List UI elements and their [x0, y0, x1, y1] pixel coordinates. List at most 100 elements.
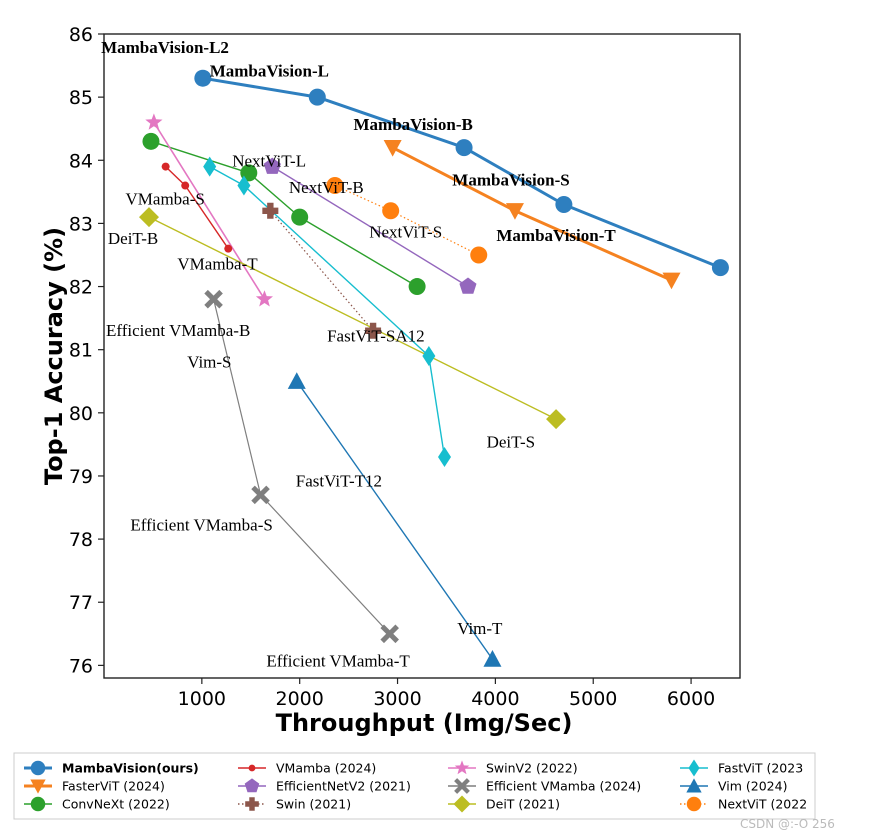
annotation-efficient-vmamba-b: Efficient VMamba-B [106, 321, 250, 340]
annotation-deit-b: DeiT-B [108, 229, 158, 248]
data-point-mambavision-ours [555, 195, 573, 213]
annotation-efficient-vmamba-s: Efficient VMamba-S [130, 515, 272, 534]
annotation-nextvit-b: NextViT-B [289, 178, 364, 197]
legend-marker-convnext-2022 [30, 796, 46, 812]
annotation-vmamba-s: VMamba-S [126, 190, 205, 209]
legend-marker-vim-2024 [686, 778, 702, 793]
data-point-fastvit-2023 [203, 156, 217, 177]
data-point-vim-2024 [287, 372, 306, 389]
y-axis-title: Top-1 Accuracy (%) [40, 227, 68, 485]
legend-marker-mambavision-ours [30, 760, 46, 776]
legend-marker-fastervit-2024 [30, 779, 46, 794]
y-tick-label: 76 [69, 655, 93, 677]
data-point-convnext-2022 [291, 208, 309, 226]
legend-marker-vmamba-2024 [248, 764, 256, 772]
annotation-mambavision-l2: MambaVision-L2 [101, 38, 229, 57]
data-point-mambavision-ours [455, 139, 473, 157]
data-point-nextvit-2022 [382, 202, 400, 220]
data-point-nextvit-2022 [326, 177, 344, 195]
annotation-efficient-vmamba-t: Efficient VMamba-T [266, 652, 410, 671]
data-point-fastvit-2023 [422, 346, 436, 366]
data-point-fastervit-2024 [505, 203, 524, 220]
series-line-fastervit-2024 [391, 146, 673, 282]
x-tick-label: 4000 [471, 688, 519, 710]
data-point-fastvit-2023 [438, 447, 452, 468]
data-point-mambavision-ours [711, 259, 729, 277]
annotation-vmamba-t: VMamba-T [177, 255, 258, 274]
series-line-swin-2021 [269, 210, 374, 332]
x-tick-label: 2000 [276, 688, 324, 710]
annotation-nextvit-s: NextViT-S [369, 222, 442, 241]
legend-label-vmamba-2024: VMamba (2024) [276, 761, 376, 776]
annotation-mambavision-l: MambaVision-L [210, 61, 329, 80]
x-axis-title: Throughput (Img/Sec) [276, 709, 573, 737]
y-tick-label: 86 [69, 24, 93, 46]
legend-marker-fastvit-2023 [688, 759, 700, 777]
data-point-convnext-2022 [408, 278, 426, 296]
series-line-efficient-vmamba-2024 [213, 299, 391, 635]
data-point-efficient-vmamba-2024 [204, 289, 223, 309]
y-tick-label: 84 [69, 150, 93, 172]
legend-label-fastvit-2023: FastViT (2023 [718, 761, 803, 776]
data-point-efficientnetv2-2021 [263, 157, 281, 174]
data-point-fastervit-2024 [662, 272, 681, 290]
data-point-deit-2021 [139, 207, 160, 228]
x-tick-label: 6000 [667, 688, 715, 710]
annotation-vim-s: Vim-S [187, 352, 231, 371]
data-point-efficientnetv2-2021 [459, 277, 477, 294]
x-tick-label: 3000 [373, 688, 421, 710]
data-point-vmamba-2024 [181, 181, 190, 190]
legend-label-convnext-2022: ConvNeXt (2022) [62, 797, 170, 812]
legend-marker-swin-2021 [245, 797, 259, 811]
annotation-nextvit-l: NextViT-L [232, 152, 306, 171]
x-tick-label: 5000 [569, 688, 617, 710]
y-tick-label: 77 [69, 592, 93, 614]
legend-label-swinv2-2022: SwinV2 (2022) [486, 761, 578, 776]
legend-marker-nextvit-2022 [686, 796, 702, 812]
y-tick-label: 82 [69, 277, 93, 299]
x-tick-label: 1000 [178, 688, 226, 710]
annotation-mambavision-b: MambaVision-B [354, 115, 473, 134]
series-line-efficientnetv2-2021 [271, 166, 469, 288]
data-point-fastervit-2024 [383, 139, 402, 157]
data-point-efficient-vmamba-2024 [251, 485, 270, 505]
legend-marker-deit-2021 [453, 795, 471, 813]
legend-marker-efficientnetv2-2021 [244, 778, 260, 793]
legend-label-mambavision-ours: MambaVision(ours) [62, 761, 199, 776]
series-line-swinv2-2022 [153, 121, 266, 300]
annotation-mambavision-t: MambaVision-T [496, 226, 616, 245]
legend-marker-efficient-vmamba-2024 [454, 778, 470, 794]
y-tick-label: 81 [69, 340, 93, 362]
data-point-vim-2024 [483, 650, 502, 667]
data-point-swinv2-2022 [145, 113, 163, 130]
data-point-swin-2021 [365, 322, 382, 339]
data-point-swinv2-2022 [255, 290, 273, 307]
data-point-efficient-vmamba-2024 [380, 624, 399, 644]
annotation-deit-s: DeiT-S [487, 433, 535, 452]
annotation-fastvit-t12: FastViT-T12 [296, 472, 382, 491]
legend-label-vim-2024: Vim (2024) [718, 779, 787, 794]
legend-label-deit-2021: DeiT (2021) [486, 797, 560, 812]
data-point-mambavision-ours [194, 69, 212, 87]
series-line-deit-2021 [148, 216, 557, 420]
legend-marker-swinv2-2022 [454, 760, 470, 775]
annotation-mambavision-s: MambaVision-S [452, 171, 569, 190]
legend-label-fastervit-2024: FasterViT (2024) [62, 779, 165, 794]
y-tick-label: 79 [69, 466, 93, 488]
data-point-fastvit-2023 [237, 175, 251, 196]
series-line-fastvit-2023 [209, 165, 446, 458]
annotation-vim-t: Vim-T [457, 619, 503, 638]
series-line-vim-2024 [296, 380, 493, 660]
legend-label-efficientnetv2-2021: EfficientNetV2 (2021) [276, 779, 411, 794]
y-tick-label: 83 [69, 213, 93, 235]
data-point-nextvit-2022 [470, 246, 488, 264]
annotation-fastvit-sa12: FastViT-SA12 [327, 327, 425, 346]
legend-label-efficient-vmamba-2024: Efficient VMamba (2024) [486, 779, 641, 794]
series-line-convnext-2022 [150, 140, 418, 288]
y-tick-label: 85 [69, 87, 93, 109]
data-point-swin-2021 [262, 202, 279, 219]
watermark: CSDN @:-O 256 [740, 817, 835, 831]
data-point-deit-2021 [546, 409, 567, 430]
data-point-mambavision-ours [308, 88, 326, 106]
